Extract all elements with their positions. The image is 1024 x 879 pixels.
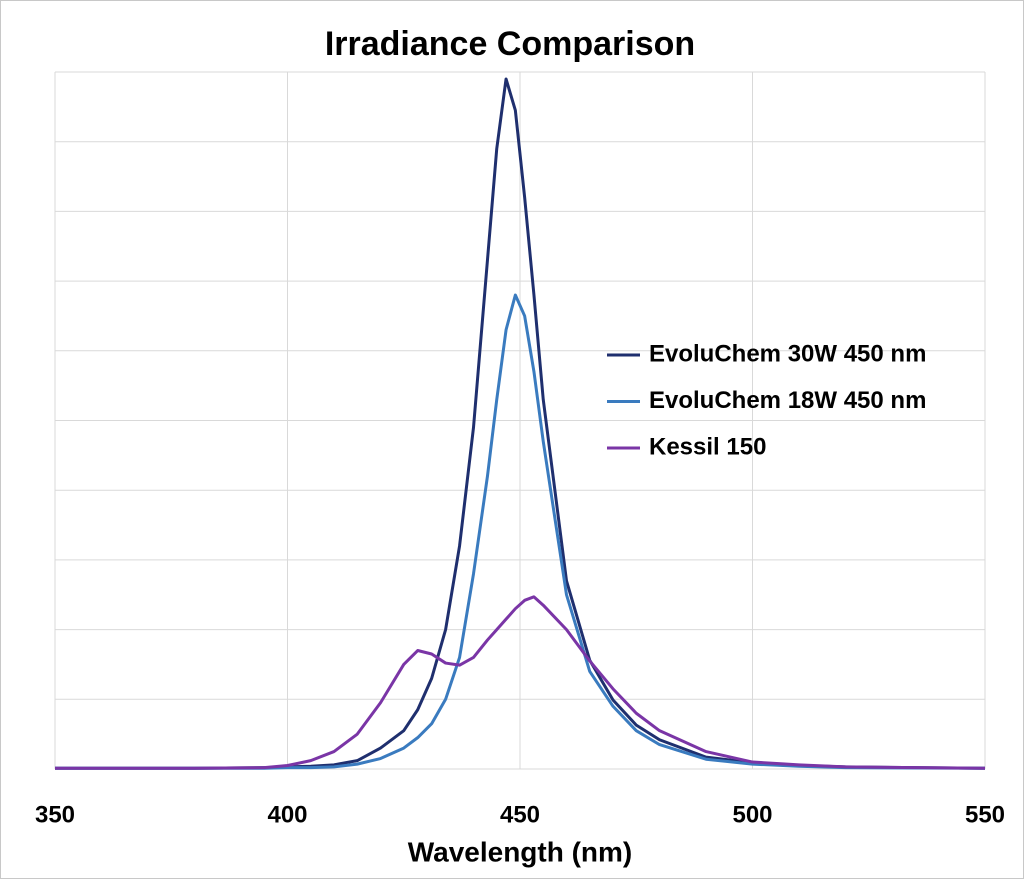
x-tick-label: 550: [965, 801, 1005, 828]
series-line: [55, 77, 986, 770]
x-tick-label: 500: [732, 801, 772, 828]
x-tick-label: 450: [500, 801, 540, 828]
x-tick-label: 400: [267, 801, 307, 828]
legend-label: EvoluChem 18W 450 nm: [649, 387, 926, 414]
series-line: [55, 293, 986, 770]
legend-label: EvoluChem 30W 450 nm: [649, 340, 926, 367]
legend-label: Kessil 150: [649, 433, 766, 460]
x-axis-label: Wavelength (nm): [408, 836, 633, 867]
series-line: [55, 595, 986, 770]
x-tick-label: 350: [35, 801, 75, 828]
chart-title: Irradiance Comparison: [325, 25, 695, 63]
